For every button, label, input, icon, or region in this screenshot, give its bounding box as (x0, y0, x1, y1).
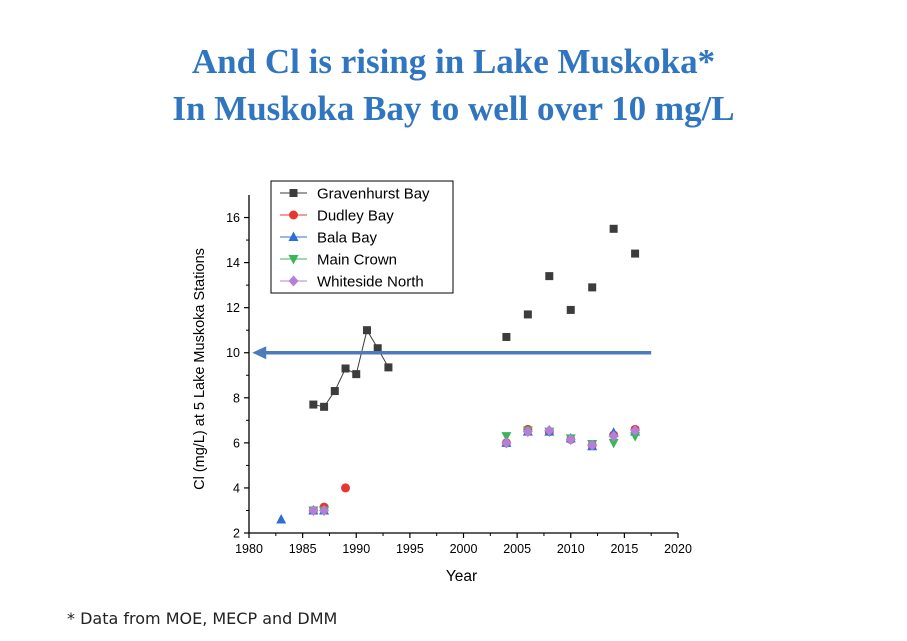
point-whiteside-north (501, 437, 512, 449)
legend-label-dudley-bay: Dudley Bay (317, 208, 394, 225)
title-line-1: And Cl is rising in Lake Muskoka* (191, 42, 716, 81)
title-line-2: In Muskoka Bay to well over 10 mg/L (172, 89, 735, 128)
point-whiteside-north (308, 504, 319, 516)
point-main-crown (630, 432, 641, 442)
point-main-crown (608, 438, 619, 449)
point-whiteside-north (587, 439, 598, 451)
y-tick-label: 14 (226, 256, 240, 270)
point-bala-bay (276, 513, 287, 524)
point-gravenhurst-bay (566, 305, 575, 314)
point-whiteside-north (565, 433, 576, 445)
x-tick-label: 2020 (664, 542, 692, 556)
y-tick-label: 6 (233, 436, 240, 450)
legend-label-gravenhurst-bay: Gravenhurst Bay (317, 186, 430, 203)
point-gravenhurst-bay (588, 283, 597, 292)
point-gravenhurst-bay (320, 402, 329, 411)
legend-marker-whiteside-north (288, 275, 299, 287)
y-tick-label: 16 (226, 211, 240, 225)
point-whiteside-north (319, 504, 330, 516)
point-gravenhurst-bay (609, 224, 618, 233)
legend-label-bala-bay: Bala Bay (317, 230, 378, 247)
x-tick-label: 2000 (450, 542, 478, 556)
legend-marker-gravenhurst-bay (289, 189, 298, 197)
y-axis-label: Cl (mg/L) at 5 Lake Muskoka Stations (192, 248, 208, 490)
footnote: * Data from MOE, MECP and DMM (67, 609, 338, 628)
point-gravenhurst-bay (352, 370, 361, 379)
x-tick-label: 1980 (235, 542, 263, 556)
slide-title: And Cl is rising in Lake Muskoka* In Mus… (0, 38, 907, 132)
y-tick-label: 10 (226, 346, 240, 360)
point-gravenhurst-bay (384, 363, 393, 372)
x-tick-label: 2005 (503, 542, 531, 556)
x-tick-label: 1985 (289, 542, 317, 556)
x-tick-label: 1990 (342, 542, 370, 556)
legend-label-main-crown: Main Crown (317, 252, 397, 269)
x-tick-label: 2010 (557, 542, 585, 556)
y-tick-label: 4 (233, 481, 240, 495)
point-gravenhurst-bay (523, 310, 532, 319)
x-tick-label: 1995 (396, 542, 424, 556)
point-whiteside-north (544, 424, 555, 436)
y-tick-label: 12 (226, 301, 240, 315)
y-tick-label: 8 (233, 391, 240, 405)
x-tick-label: 2015 (610, 542, 638, 556)
point-dudley-bay (341, 483, 351, 493)
y-tick-label: 2 (233, 527, 240, 541)
point-gravenhurst-bay (309, 400, 318, 409)
x-axis-label: Year (446, 568, 477, 585)
point-main-crown (501, 432, 512, 442)
annotation-arrow-head (252, 346, 267, 360)
point-gravenhurst-bay (341, 364, 350, 373)
legend-marker-dudley-bay (289, 210, 298, 220)
point-gravenhurst-bay (330, 387, 339, 396)
point-gravenhurst-bay (362, 326, 371, 335)
point-gravenhurst-bay (373, 344, 382, 353)
legend-marker-main-crown (288, 255, 299, 265)
point-gravenhurst-bay (545, 272, 554, 281)
legend-label-whiteside-north: Whiteside North (317, 274, 424, 291)
point-whiteside-north (630, 424, 641, 436)
point-gravenhurst-bay (631, 249, 640, 258)
point-whiteside-north (522, 426, 533, 438)
point-whiteside-north (608, 430, 619, 442)
series-line-gravenhurst-bay (313, 328, 389, 408)
legend-marker-bala-bay (288, 231, 299, 241)
point-gravenhurst-bay (502, 332, 511, 341)
